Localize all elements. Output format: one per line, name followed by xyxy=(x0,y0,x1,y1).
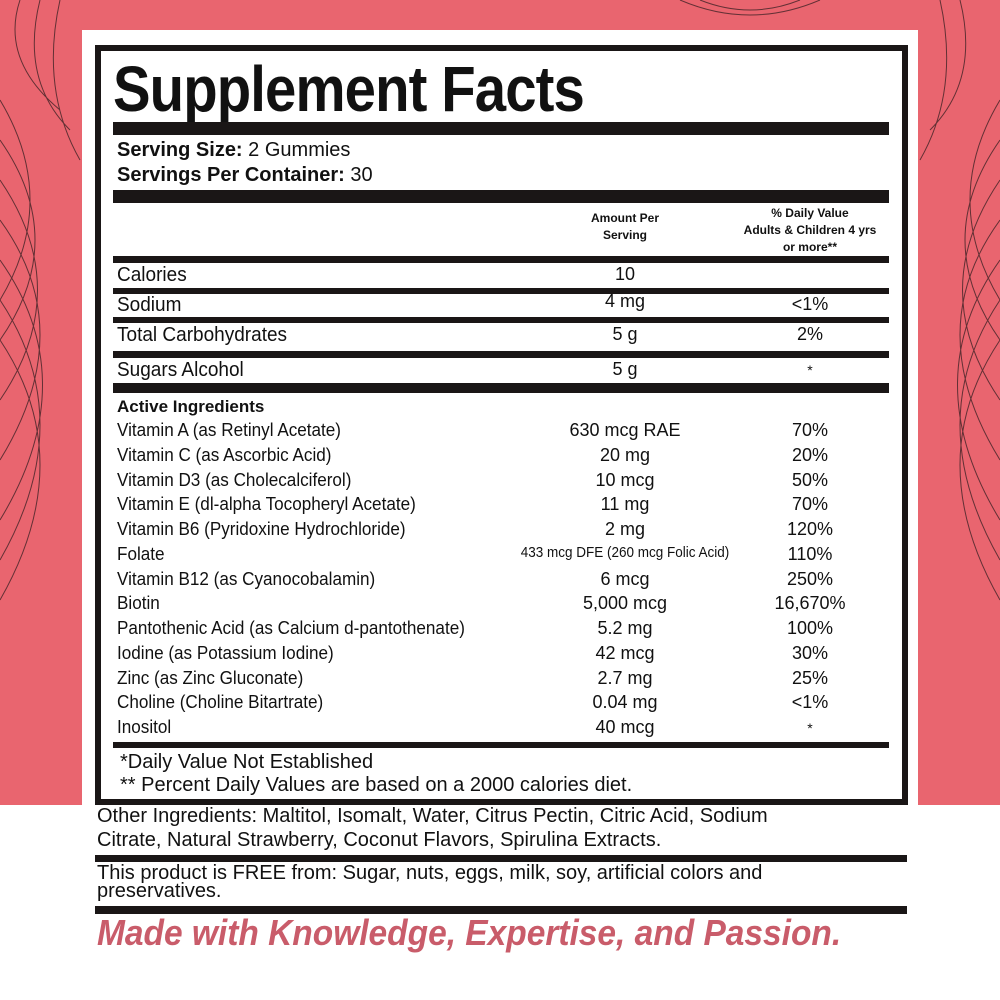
ingredient-row: Vitamin C (as Ascorbic Acid) 20 mg 20% xyxy=(0,445,1000,470)
other-ingredients: Citrate, Natural Strawberry, Coconut Fla… xyxy=(97,829,662,851)
ingredient-dv: 16,670% xyxy=(774,593,846,614)
divider xyxy=(113,317,889,323)
ingredient-dv: 250% xyxy=(786,568,834,589)
divider xyxy=(113,351,889,358)
divider xyxy=(113,256,889,263)
ingredient-amount: 0.04 mg xyxy=(592,692,658,713)
active-ingredients-heading: Active Ingredients xyxy=(117,397,265,416)
ingredient-amount: 10 mcg xyxy=(595,469,655,490)
ingredient-row: Inositol 40 mcg * xyxy=(0,717,1000,742)
ingredient-name: Vitamin B12 (as Cyanocobalamin) xyxy=(117,568,376,589)
dv-column-header: % Daily Value Adults & Children 4 yrs or m… xyxy=(743,206,877,254)
line-art-pattern xyxy=(0,0,1000,601)
ingredient-name: Choline (Choline Bitartrate) xyxy=(117,692,324,713)
free-from: preservatives. xyxy=(97,880,222,902)
ingredient-amount: 630 mcg RAE xyxy=(569,420,681,440)
ingredient-row: Vitamin E (dl-alpha Tocopheryl Acetate) 1… xyxy=(0,494,1000,519)
slogan: Made with Knowledge, Expertise, and Pass… xyxy=(97,912,842,953)
divider xyxy=(113,383,889,393)
ingredient-row: Iodine (as Potassium Iodine) 42 mcg 30% xyxy=(0,643,1000,668)
ingredient-dv: 100% xyxy=(786,618,834,638)
ingredient-amount: 20 mg xyxy=(599,444,651,465)
ingredient-name: Vitamin B6 (Pyridoxine Hydrochloride) xyxy=(117,519,406,539)
ingredient-dv: 110% xyxy=(787,543,833,564)
divider xyxy=(113,742,889,748)
serving-size: Serving Size: 2 Gummies xyxy=(117,139,351,161)
servings-per-container: Servings Per Container: 30 xyxy=(117,164,373,186)
ingredient-amount: 5,000 mcg xyxy=(582,593,668,614)
ingredient-name: Vitamin E (dl-alpha Tocopheryl Acetate) xyxy=(117,494,416,515)
ingredient-name: Pantothenic Acid (as Calcium d-pantothen… xyxy=(117,618,465,638)
divider xyxy=(95,906,907,914)
ingredient-dv: 20% xyxy=(791,444,829,465)
free-from: This product is FREE from: Sugar, nuts, … xyxy=(97,862,763,884)
page-title: Supplement Facts xyxy=(113,53,585,125)
ingredient-row: Choline (Choline Bitartrate) 0.04 mg <1% xyxy=(0,692,1000,717)
divider xyxy=(113,190,889,203)
ingredient-dv: 70% xyxy=(791,420,829,440)
nutrient-row: Calories 10 xyxy=(117,264,636,286)
ingredient-amount: 11 mg xyxy=(600,494,650,515)
nutrient-row: Total Carbohydrates 5 g 2% xyxy=(117,324,824,346)
ingredient-name: Vitamin A (as Retinyl Acetate) xyxy=(117,420,342,440)
ingredient-dv: 50% xyxy=(791,469,829,490)
ingredient-name: Iodine (as Potassium Iodine) xyxy=(117,642,334,663)
ingredient-amount: 2 mg xyxy=(604,519,646,539)
footnote: *Daily Value Not Established xyxy=(120,751,374,773)
ingredient-row: Vitamin B6 (Pyridoxine Hydrochloride) 2 m… xyxy=(0,519,1000,544)
ingredient-row: Zinc (as Zinc Gluconate) 2.7 mg 25% xyxy=(0,668,1000,693)
divider xyxy=(113,122,889,135)
ingredient-row: Folate 433 mcg DFE (260 mcg Folic Acid) 11… xyxy=(0,544,1000,569)
ingredient-name: Folate xyxy=(117,543,165,564)
ingredient-name: Inositol xyxy=(117,717,172,737)
nutrient-row: Sodium 4 mg <1% xyxy=(117,291,829,316)
facts-border xyxy=(95,45,908,805)
ingredient-dv: <1% xyxy=(791,692,829,713)
ingredient-name: Biotin xyxy=(117,593,160,614)
ingredient-name: Vitamin D3 (as Cholecalciferol) xyxy=(117,469,352,490)
ingredient-row: Biotin 5,000 mcg 16,670% xyxy=(0,593,1000,618)
ingredient-row: Vitamin A (as Retinyl Acetate) 630 mcg RA… xyxy=(0,420,1000,445)
nutrient-row: Sugars Alcohol 5 g * xyxy=(117,359,813,381)
ingredient-amount: 2.7 mg xyxy=(597,667,653,688)
ingredient-amount: 42 mcg xyxy=(595,642,655,663)
ingredient-amount: 433 mcg DFE (260 mcg Folic Acid) xyxy=(520,543,730,561)
ingredient-row: Vitamin D3 (as Cholecalciferol) 10 mcg 50% xyxy=(0,470,1000,495)
ingredient-row: Pantothenic Acid (as Calcium d-pantothen… xyxy=(0,618,1000,643)
ingredient-dv: 30% xyxy=(791,642,829,663)
ingredient-amount: 6 mcg xyxy=(600,568,650,589)
ingredient-row: Vitamin B12 (as Cyanocobalamin) 6 mcg 250% xyxy=(0,569,1000,594)
other-ingredients: Other Ingredients: Maltitol, Isomalt, Wa… xyxy=(97,805,768,827)
divider xyxy=(95,855,907,862)
ingredient-dv: 25% xyxy=(791,667,829,688)
divider xyxy=(113,288,889,294)
amount-column-header: Amount Per Serving xyxy=(590,211,660,242)
footnote: ** Percent Daily Values are based on a 2… xyxy=(120,774,633,796)
ingredient-name: Vitamin C (as Ascorbic Acid) xyxy=(117,444,332,465)
ingredient-dv: 120% xyxy=(786,519,834,539)
ingredient-amount: 40 mcg xyxy=(595,717,655,737)
ingredient-dv: 70% xyxy=(791,494,829,515)
ingredient-amount: 5.2 mg xyxy=(597,618,653,638)
label-panel xyxy=(82,30,918,805)
ingredient-name: Zinc (as Zinc Gluconate) xyxy=(117,667,304,688)
ingredient-dv: * xyxy=(807,720,813,736)
